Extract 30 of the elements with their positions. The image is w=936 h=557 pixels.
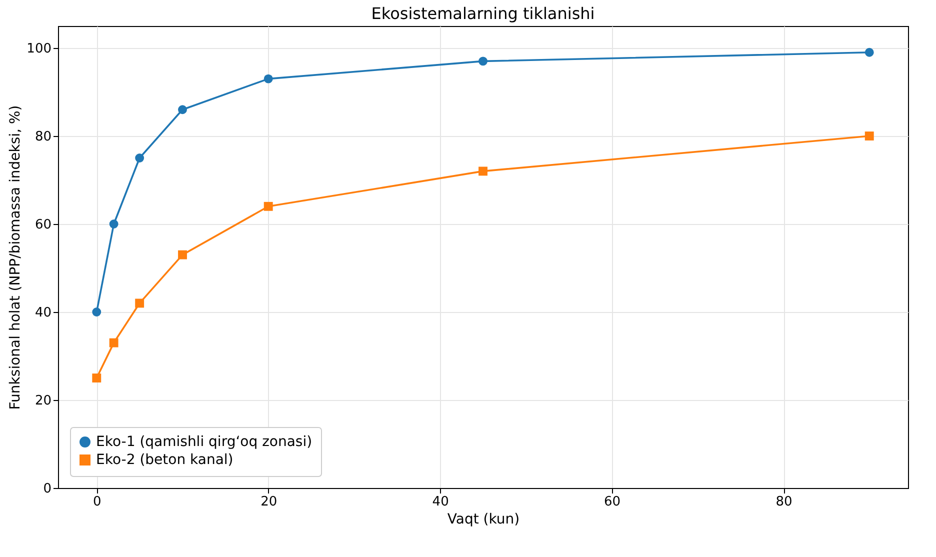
point [264,202,273,211]
y-axis-title: Funksional holat (NPP/biomassa indeksi, %) [8,105,24,410]
x-tick-label: 20 [260,494,278,510]
point [478,56,488,66]
y-tick-label: 100 [26,42,52,56]
x-tick-label: 0 [92,494,102,510]
point [478,166,488,176]
point [135,154,144,162]
legend-label: Eko-1 (qamishli qirg‘oq zonasi) [96,434,312,450]
x-tick-label: 80 [776,494,792,510]
point [178,250,187,260]
chart-title: Ekosistemalarning tiklanishi [371,4,595,23]
y-tick-label: 60 [34,218,52,232]
point [92,308,102,316]
y-tick-label: 20 [34,394,52,408]
point [135,298,144,308]
point [264,74,273,84]
x-axis-title: Vaqt (kun) [447,512,520,528]
legend-label: Eko-2 (beton kanal) [96,452,234,468]
point [864,132,874,140]
y-tick-label: 40 [34,306,52,320]
point [109,338,118,348]
y-tick-label: 80 [34,130,52,144]
point [92,374,102,382]
point [109,220,118,228]
x-tick-label: 40 [432,494,449,510]
point [178,105,187,114]
y-tick-label: 0 [43,482,52,496]
x-tick-label: 60 [604,494,621,510]
point [864,48,874,57]
